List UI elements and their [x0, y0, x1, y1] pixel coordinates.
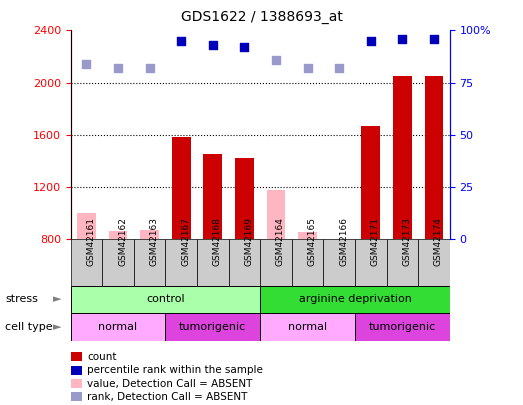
Text: cell type: cell type — [5, 322, 53, 332]
Point — [240, 44, 248, 50]
Bar — [165, 313, 260, 341]
Bar — [77, 213, 96, 239]
Bar — [418, 239, 450, 286]
Point — [114, 65, 122, 71]
Bar — [134, 239, 165, 286]
Text: GSM42163: GSM42163 — [150, 217, 158, 266]
Bar — [393, 76, 412, 239]
Bar — [361, 126, 380, 239]
Point — [367, 38, 375, 44]
Text: control: control — [146, 294, 185, 304]
Point — [303, 65, 312, 71]
Bar — [71, 286, 260, 313]
Text: ►: ► — [53, 322, 62, 332]
Text: normal: normal — [288, 322, 327, 332]
Text: GSM42166: GSM42166 — [339, 217, 348, 266]
Text: value, Detection Call = ABSENT: value, Detection Call = ABSENT — [87, 379, 253, 388]
Text: GSM42164: GSM42164 — [276, 217, 285, 266]
Point — [335, 65, 344, 71]
Bar — [109, 231, 128, 239]
Bar — [197, 239, 229, 286]
Text: count: count — [87, 352, 117, 362]
Bar — [298, 232, 317, 239]
Bar — [260, 239, 292, 286]
Point — [145, 65, 154, 71]
Bar — [102, 239, 134, 286]
Bar — [235, 158, 254, 239]
Text: GSM42174: GSM42174 — [434, 217, 443, 266]
Text: normal: normal — [98, 322, 138, 332]
Text: stress: stress — [5, 294, 38, 304]
Bar — [229, 239, 260, 286]
Bar — [165, 239, 197, 286]
Bar — [292, 239, 323, 286]
Bar — [260, 313, 355, 341]
Point — [177, 38, 185, 44]
Bar — [323, 239, 355, 286]
Text: percentile rank within the sample: percentile rank within the sample — [87, 365, 263, 375]
Bar — [71, 239, 102, 286]
Bar — [172, 137, 191, 239]
Point — [272, 56, 280, 63]
Text: GSM42165: GSM42165 — [308, 217, 316, 266]
Text: GDS1622 / 1388693_at: GDS1622 / 1388693_at — [180, 10, 343, 24]
Text: GSM42173: GSM42173 — [402, 217, 412, 266]
Point — [430, 36, 438, 42]
Bar — [140, 230, 159, 239]
Bar — [425, 76, 444, 239]
Bar — [71, 313, 165, 341]
Text: GSM42167: GSM42167 — [181, 217, 190, 266]
Text: rank, Detection Call = ABSENT: rank, Detection Call = ABSENT — [87, 392, 248, 402]
Bar — [203, 154, 222, 239]
Bar — [260, 286, 450, 313]
Bar — [386, 239, 418, 286]
Bar — [267, 190, 286, 239]
Text: tumorigenic: tumorigenic — [369, 322, 436, 332]
Text: GSM42168: GSM42168 — [213, 217, 222, 266]
Text: ►: ► — [53, 294, 62, 304]
Point — [398, 36, 406, 42]
Point — [82, 60, 90, 67]
Text: GSM42162: GSM42162 — [118, 217, 127, 266]
Text: GSM42169: GSM42169 — [244, 217, 254, 266]
Bar — [355, 239, 386, 286]
Text: tumorigenic: tumorigenic — [179, 322, 246, 332]
Point — [209, 42, 217, 48]
Text: GSM42171: GSM42171 — [371, 217, 380, 266]
Text: arginine deprivation: arginine deprivation — [299, 294, 412, 304]
Bar — [355, 313, 450, 341]
Text: GSM42161: GSM42161 — [86, 217, 95, 266]
